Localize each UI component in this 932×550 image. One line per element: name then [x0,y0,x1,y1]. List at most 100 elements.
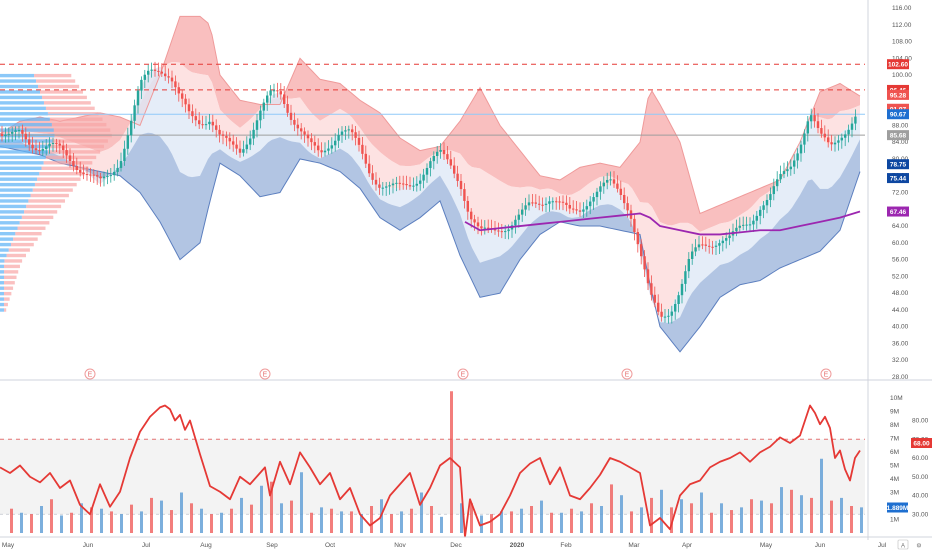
earnings-marker [84,368,96,380]
time-tick-label: Jul [878,542,887,549]
candle-body [714,245,718,247]
profile-bar-red [15,231,42,236]
candle-body [242,149,245,153]
candle-body [136,90,140,106]
candle-body [306,134,310,139]
candle-body [837,140,840,143]
candle-body [497,230,500,232]
candle-body [116,167,119,172]
profile-bar-red [40,90,83,94]
candle-body [14,130,17,132]
candle-body [45,146,48,150]
volume-bar-red [550,512,553,533]
candle-body [657,302,660,312]
price-tick-label: 108.00 [892,39,912,46]
price-tick-label: 44.00 [892,307,909,314]
candle-body [157,70,160,72]
candle-body [419,180,422,184]
price-badge [887,103,909,114]
volume-bar-blue [700,492,703,533]
candle-body [538,203,541,205]
candle-body [198,120,201,125]
candle-body [786,169,789,172]
volume-bar-blue [800,495,803,533]
profile-bar-red [48,150,101,154]
profile-bar-red [41,95,87,100]
candle-body [793,160,796,167]
price-candles [0,61,857,324]
volume-bar-blue [320,507,323,533]
moving-average-line [464,210,861,236]
candle-body [752,220,755,225]
candle-body [38,150,41,152]
candle-body [4,134,7,137]
candle-body [582,209,585,212]
time-tick-label: Oct [325,542,335,549]
candle-body [245,144,248,150]
price-tick-label: 56.00 [892,257,909,264]
volume-bar-red [530,506,533,533]
oscillator-tick-label: 50.00 [912,474,929,481]
volume-bar-blue [360,514,363,533]
candle-body [262,102,265,111]
profile-bar-red [34,182,77,187]
price-tick-label: 32.00 [892,357,909,364]
candle-body [803,133,806,145]
candle-body [378,184,381,188]
candle-body [850,123,854,130]
price-badge [887,130,909,141]
profile-bar-blue [0,117,50,121]
candle-body [354,132,357,138]
profile-bar-blue [0,259,5,263]
volume-bar-red [230,508,233,533]
time-tick-label: Aug [200,542,212,549]
earnings-marker [820,368,832,380]
candle-body [738,225,741,228]
candle-body [742,224,745,226]
profile-bar-blue [0,275,4,280]
volume-bar-red [70,512,73,533]
candle-body [748,224,752,226]
candle-body [653,294,656,303]
upper-band-line [0,15,861,215]
price-tick-label: 52.00 [892,273,909,280]
volume-bar-red [710,512,713,533]
candle-body [701,244,704,246]
candle-body [167,76,170,78]
price-badge-label: 95.28 [890,92,907,99]
candle-body [595,191,599,198]
profile-bar-red [4,264,20,269]
volume-bar-blue [340,511,343,533]
time-tick-label: Feb [560,542,572,549]
candle-body [592,197,595,202]
profile-bar-blue [0,253,7,258]
volume-bar-blue [220,512,223,533]
candle-body [827,137,830,143]
profile-bar-blue [0,308,4,312]
candle-body [228,137,231,142]
time-tick-label: 2020 [510,542,525,549]
candle-body [330,145,333,149]
profile-bar-red [4,286,14,290]
candle-body [558,201,561,203]
profile-bar-blue [0,150,49,154]
profile-bar-blue [0,79,37,83]
profile-bar-red [38,84,80,89]
oscillator-zone [0,439,865,515]
candle-body [439,149,442,152]
volume-tick-label: 6M [890,449,899,456]
candle-body [85,174,89,176]
auto-scale-button[interactable] [897,539,909,550]
price-tick-label: 112.00 [892,22,912,29]
profile-bar-blue [0,221,20,225]
candle-body [272,90,276,92]
candle-body [252,129,255,139]
price-tick-label: 40.00 [892,324,909,331]
price-tick-label: 28.00 [892,374,909,381]
volume-bar-blue [460,503,463,533]
profile-bar-blue [0,281,4,285]
settings-icon: ⚙ [916,543,921,550]
candle-body [551,201,554,203]
candle-body [765,199,769,206]
profile-bar-blue [0,161,44,165]
